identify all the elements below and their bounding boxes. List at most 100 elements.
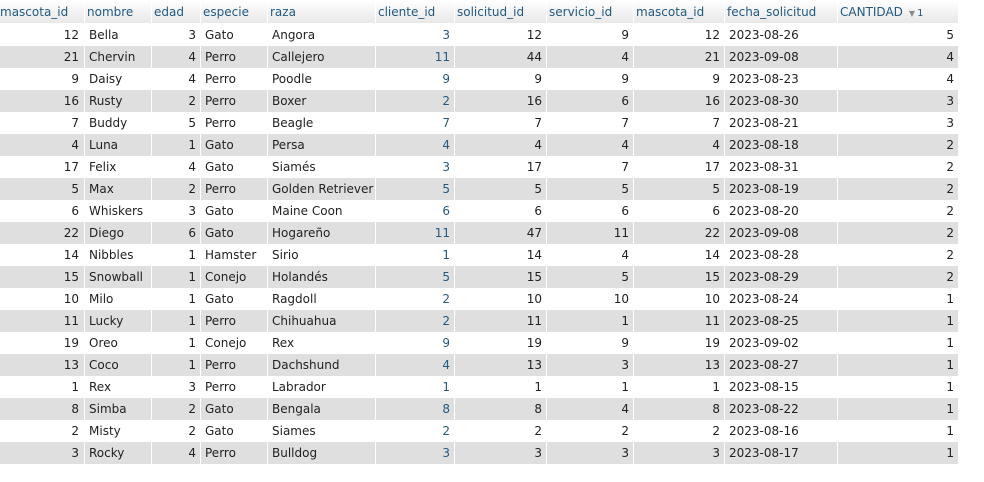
cell-mascota-id-2[interactable]: 19 (634, 332, 725, 354)
cell-solicitud-id[interactable]: 9 (455, 68, 547, 90)
cell-fecha-solicitud[interactable]: 2023-08-26 (725, 24, 838, 46)
cell-mascota-id-2[interactable]: 6 (634, 200, 725, 222)
cell-fecha-solicitud[interactable]: 2023-08-22 (725, 398, 838, 420)
cell-cantidad[interactable]: 1 (838, 288, 959, 310)
cell-solicitud-id[interactable]: 44 (455, 46, 547, 68)
cell-fecha-solicitud[interactable]: 2023-08-31 (725, 156, 838, 178)
cell-cliente-id[interactable]: 8 (376, 398, 455, 420)
cell-fecha-solicitud[interactable]: 2023-08-15 (725, 376, 838, 398)
cell-edad[interactable]: 1 (152, 332, 201, 354)
cell-edad[interactable]: 4 (152, 442, 201, 464)
cell-cantidad[interactable]: 1 (838, 332, 959, 354)
cell-cliente-id[interactable]: 5 (376, 178, 455, 200)
cell-mascota-id-2[interactable]: 7 (634, 112, 725, 134)
cell-mascota-id[interactable]: 6 (0, 200, 85, 222)
cell-edad[interactable]: 3 (152, 376, 201, 398)
column-header-especie[interactable]: especie (201, 0, 268, 24)
cell-especie[interactable]: Gato (201, 398, 268, 420)
cell-solicitud-id[interactable]: 19 (455, 332, 547, 354)
cell-solicitud-id[interactable]: 17 (455, 156, 547, 178)
cell-fecha-solicitud[interactable]: 2023-08-23 (725, 68, 838, 90)
cell-nombre[interactable]: Rex (85, 376, 152, 398)
cell-fecha-solicitud[interactable]: 2023-08-29 (725, 266, 838, 288)
cell-edad[interactable]: 4 (152, 68, 201, 90)
cell-mascota-id-2[interactable]: 17 (634, 156, 725, 178)
cell-solicitud-id[interactable]: 8 (455, 398, 547, 420)
cell-cantidad[interactable]: 4 (838, 46, 959, 68)
cell-mascota-id-2[interactable]: 4 (634, 134, 725, 156)
cell-fecha-solicitud[interactable]: 2023-08-18 (725, 134, 838, 156)
cell-especie[interactable]: Gato (201, 222, 268, 244)
column-header-raza[interactable]: raza (268, 0, 376, 24)
cell-mascota-id-2[interactable]: 1 (634, 376, 725, 398)
cell-edad[interactable]: 1 (152, 244, 201, 266)
cell-servicio-id[interactable]: 4 (547, 46, 634, 68)
cell-mascota-id-2[interactable]: 10 (634, 288, 725, 310)
cell-especie[interactable]: Perro (201, 90, 268, 112)
table-row[interactable]: 1 Rex 3 Perro Labrador 1 1 1 1 2023-08-15 1 (0, 376, 959, 398)
cell-mascota-id-2[interactable]: 9 (634, 68, 725, 90)
cell-edad[interactable]: 1 (152, 310, 201, 332)
cell-raza[interactable]: Hogareño (268, 222, 376, 244)
table-row[interactable]: 15 Snowball 1 Conejo Holandés 5 15 5 15 2023-08-2… (0, 266, 959, 288)
cell-nombre[interactable]: Chervin (85, 46, 152, 68)
cell-edad[interactable]: 1 (152, 354, 201, 376)
cell-solicitud-id[interactable]: 7 (455, 112, 547, 134)
table-row[interactable]: 9 Daisy 4 Perro Poodle 9 9 9 9 2023-08-23 4 (0, 68, 959, 90)
cell-solicitud-id[interactable]: 6 (455, 200, 547, 222)
cell-raza[interactable]: Dachshund (268, 354, 376, 376)
column-header-mascota-id[interactable]: mascota_id (0, 0, 85, 24)
cell-servicio-id[interactable]: 7 (547, 156, 634, 178)
cell-fecha-solicitud[interactable]: 2023-08-27 (725, 354, 838, 376)
cell-mascota-id-2[interactable]: 16 (634, 90, 725, 112)
cell-fecha-solicitud[interactable]: 2023-08-28 (725, 244, 838, 266)
cell-fecha-solicitud[interactable]: 2023-08-24 (725, 288, 838, 310)
cell-servicio-id[interactable]: 4 (547, 244, 634, 266)
cell-edad[interactable]: 4 (152, 46, 201, 68)
table-row[interactable]: 13 Coco 1 Perro Dachshund 4 13 3 13 2023-08-27 1 (0, 354, 959, 376)
cell-servicio-id[interactable]: 6 (547, 90, 634, 112)
cell-cantidad[interactable]: 1 (838, 310, 959, 332)
cell-edad[interactable]: 3 (152, 24, 201, 46)
column-header-servicio-id[interactable]: servicio_id (547, 0, 634, 24)
cell-especie[interactable]: Perro (201, 112, 268, 134)
cell-servicio-id[interactable]: 4 (547, 134, 634, 156)
cell-raza[interactable]: Labrador (268, 376, 376, 398)
cell-solicitud-id[interactable]: 12 (455, 24, 547, 46)
cell-cantidad[interactable]: 1 (838, 420, 959, 442)
table-row[interactable]: 2 Misty 2 Gato Siames 2 2 2 2 2023-08-16 1 (0, 420, 959, 442)
cell-especie[interactable]: Perro (201, 68, 268, 90)
cell-mascota-id[interactable]: 2 (0, 420, 85, 442)
cell-nombre[interactable]: Daisy (85, 68, 152, 90)
cell-solicitud-id[interactable]: 16 (455, 90, 547, 112)
column-header-label[interactable]: especie (203, 4, 249, 19)
cell-servicio-id[interactable]: 4 (547, 398, 634, 420)
cell-fecha-solicitud[interactable]: 2023-08-16 (725, 420, 838, 442)
cell-nombre[interactable]: Felix (85, 156, 152, 178)
cell-especie[interactable]: Perro (201, 376, 268, 398)
cell-nombre[interactable]: Bella (85, 24, 152, 46)
cell-cantidad[interactable]: 2 (838, 156, 959, 178)
table-row[interactable]: 22 Diego 6 Gato Hogareño 11 47 11 22 2023-09-08 2 (0, 222, 959, 244)
cell-raza[interactable]: Siames (268, 420, 376, 442)
cell-mascota-id[interactable]: 22 (0, 222, 85, 244)
cell-cantidad[interactable]: 4 (838, 68, 959, 90)
table-row[interactable]: 5 Max 2 Perro Golden Retriever 5 5 5 5 2023-08-19… (0, 178, 959, 200)
cell-raza[interactable]: Beagle (268, 112, 376, 134)
cell-edad[interactable]: 3 (152, 200, 201, 222)
cell-mascota-id[interactable]: 15 (0, 266, 85, 288)
cell-cantidad[interactable]: 3 (838, 112, 959, 134)
cell-mascota-id[interactable]: 17 (0, 156, 85, 178)
sort-descending-icon[interactable]: ▼ (908, 8, 916, 18)
cell-cantidad[interactable]: 2 (838, 200, 959, 222)
column-header-label[interactable]: fecha_solicitud (727, 4, 817, 19)
cell-servicio-id[interactable]: 9 (547, 68, 634, 90)
cell-especie[interactable]: Gato (201, 288, 268, 310)
cell-cliente-id[interactable]: 1 (376, 376, 455, 398)
cell-especie[interactable]: Gato (201, 24, 268, 46)
cell-servicio-id[interactable]: 3 (547, 354, 634, 376)
cell-edad[interactable]: 2 (152, 90, 201, 112)
cell-mascota-id-2[interactable]: 12 (634, 24, 725, 46)
cell-cantidad[interactable]: 5 (838, 24, 959, 46)
column-header-solicitud-id[interactable]: solicitud_id (455, 0, 547, 24)
